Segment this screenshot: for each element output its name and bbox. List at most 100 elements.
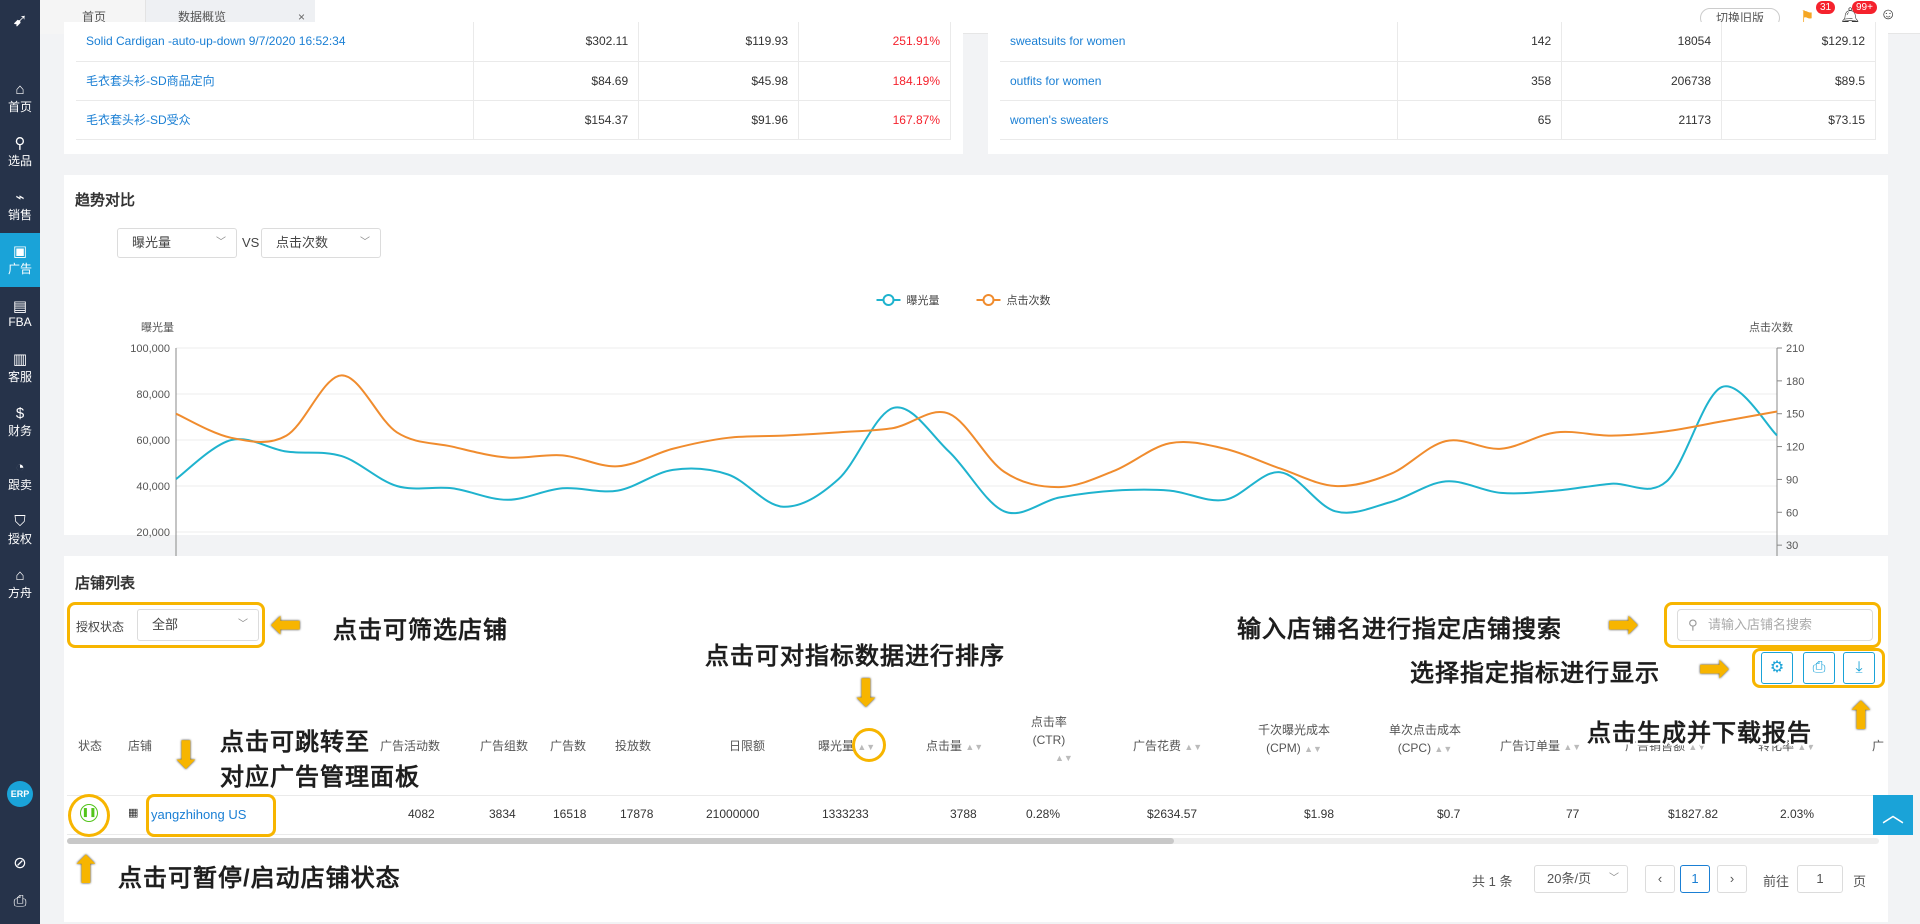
sidebar-item-home[interactable]: ⌂ 首页 <box>0 71 40 125</box>
sidebar-item-label: 广告 <box>7 261 32 276</box>
th-orders-label: 广告订单量 <box>1500 739 1561 753</box>
annotation-jump-line1: 点击可跳转至 <box>220 729 370 756</box>
download-report-button[interactable]: ⤓ <box>1843 652 1875 684</box>
row-name-link[interactable]: outfits for women <box>1000 61 1399 101</box>
sidebar-item-label: 首页 <box>7 99 32 114</box>
store-link[interactable]: yangzhihong US <box>151 807 246 822</box>
row-name-link[interactable]: women's sweaters <box>1000 100 1399 140</box>
th-status: 状态 <box>78 739 103 753</box>
th-budget[interactable]: 日限额 <box>729 739 766 753</box>
ad-icon: ▣ <box>12 242 28 260</box>
row-name-link[interactable]: 毛衣套头衫-SD商品定向 <box>76 61 475 101</box>
auth-status-value: 全部 <box>152 617 179 632</box>
th-targets[interactable]: 投放数 <box>615 739 652 753</box>
th-ctr[interactable]: 点击率 (CTR) ▲▼ <box>1025 713 1073 767</box>
sort-icon[interactable]: ▲▼ <box>1304 744 1322 754</box>
y-right-tick-label: 30 <box>1786 540 1798 552</box>
row-name-link[interactable]: 毛衣套头衫-SD受众 <box>76 100 475 140</box>
annotation-filter: 点击可筛选店铺 <box>333 617 508 644</box>
cell-impressions: 1333233 <box>822 807 869 821</box>
erp-badge[interactable]: ERP <box>7 781 33 807</box>
sidebar-item-label: 选品 <box>7 153 32 168</box>
row-name-link[interactable]: Solid Cardigan -auto-up-down 9/7/2020 16… <box>76 22 475 62</box>
row-value-b: 18054 <box>1561 22 1723 62</box>
user-icon[interactable]: ☺ <box>1880 6 1897 23</box>
cell-sales: $1827.82 <box>1668 807 1719 821</box>
sidebar-item-finance[interactable]: $ 财务 <box>0 395 40 449</box>
highlight-filter <box>67 602 265 648</box>
sort-icon[interactable]: ▲▼ <box>1688 742 1707 752</box>
sort-icon[interactable]: ▲▼ <box>1055 753 1073 763</box>
th-cpm[interactable]: 千次曝光成本 (CPM) ▲▼ <box>1258 721 1330 758</box>
sidebar-item-sales[interactable]: ⌁ 销售 <box>0 179 40 233</box>
page-number-button[interactable]: 1 <box>1680 865 1710 893</box>
series-line-1 <box>175 374 1778 489</box>
metric-select-2[interactable]: 点击次数 ﹀ <box>261 228 381 258</box>
back-to-top-button[interactable]: ︿ <box>1873 795 1913 835</box>
flag-badge: 31 <box>1816 1 1836 14</box>
th-cpm-line2: (CPM) ▲▼ <box>1266 741 1322 755</box>
sidebar-item-follow[interactable]: ◔ 跟卖 <box>0 449 40 503</box>
print-icon: ⎙ <box>1812 659 1826 676</box>
sidebar-item-fba[interactable]: ▤ FBA <box>0 287 40 341</box>
sidebar-item-label: 财务 <box>7 423 32 438</box>
th-cpc[interactable]: 单次点击成本 (CPC) ▲▼ <box>1389 721 1461 758</box>
row-value-c: $73.15 <box>1721 100 1876 140</box>
flag-icon[interactable]: ⚑ <box>1800 9 1815 26</box>
sidebar-item-auth[interactable]: ⛉ 授权 <box>0 503 40 557</box>
th-cpc-line2: (CPC) ▲▼ <box>1397 741 1453 755</box>
th-cpm-line1: 千次曝光成本 <box>1258 723 1331 737</box>
table-row: 毛衣套头衫-SD商品定向 $84.69 $45.98 184.19% <box>76 61 951 101</box>
th-ctr-line2: (CTR) <box>1032 733 1066 747</box>
th-groups[interactable]: 广告组数 <box>480 739 529 753</box>
th-clicks[interactable]: 点击量 ▲▼ <box>926 737 983 756</box>
th-ads[interactable]: 广告数 <box>550 739 587 753</box>
goto-page-input[interactable]: 1 <box>1797 865 1843 893</box>
chevron-up-icon: ︿ <box>1881 802 1904 827</box>
highlight-store-link <box>146 794 276 837</box>
sort-icon[interactable]: ▲▼ <box>1184 742 1203 752</box>
gift-icon[interactable]: ⎙ <box>13 893 27 910</box>
th-cvr[interactable]: 转化率 ▲▼ <box>1758 737 1815 756</box>
y-right-tick-label: 120 <box>1786 442 1804 454</box>
column-settings-button[interactable]: ⚙ <box>1761 652 1793 684</box>
th-sales-label: 广告销售额 <box>1625 739 1686 753</box>
arrow-left-icon: ⬅ <box>270 604 302 646</box>
auth-status-select[interactable]: 全部 ﹀ <box>137 609 259 641</box>
sidebar-item-label: 方舟 <box>7 585 32 600</box>
annotation-jump-line2: 对应广告管理面板 <box>220 764 420 791</box>
cell-budget: 21000000 <box>706 807 760 821</box>
table-row: women's sweaters 65 21173 $73.15 <box>1000 100 1876 140</box>
close-icon[interactable]: × <box>297 10 305 24</box>
store-search-input[interactable]: ⚲ 请输入店铺名搜索 <box>1677 609 1873 641</box>
search-icon: ⚲ <box>14 134 26 152</box>
row-value-a: $154.37 <box>473 100 640 140</box>
print-report-button[interactable]: ⎙ <box>1803 652 1835 684</box>
y-right-tick-label: 150 <box>1786 409 1804 421</box>
sidebar-item-ads[interactable]: ▣ 广告 <box>0 233 40 287</box>
row-name-link[interactable]: sweatsuits for women <box>1000 22 1399 62</box>
th-cvr-label: 转化率 <box>1758 739 1795 753</box>
sidebar-item-service[interactable]: ▥ 客服 <box>0 341 40 395</box>
th-sales[interactable]: 广告销售额 ▲▼ <box>1625 737 1706 756</box>
sort-icon[interactable]: ▲▼ <box>1563 742 1582 752</box>
page-size-select[interactable]: 20条/页 ﹀ <box>1534 865 1628 893</box>
sidebar-item-selection[interactable]: ⚲ 选品 <box>0 125 40 179</box>
row-value-a: 142 <box>1397 22 1563 62</box>
help-icon[interactable]: ⊘ <box>13 855 27 872</box>
sort-icon[interactable]: ▲▼ <box>965 742 984 752</box>
prev-page-button[interactable]: ‹ <box>1645 865 1675 893</box>
th-spend[interactable]: 广告花费 ▲▼ <box>1133 737 1202 756</box>
sort-icon[interactable]: ▲▼ <box>1797 742 1816 752</box>
cell-cpc: $0.7 <box>1437 807 1461 821</box>
th-campaigns[interactable]: 广告活动数 <box>380 739 441 753</box>
page-size-value: 20条/页 <box>1547 871 1592 886</box>
metric-select-1[interactable]: 曝光量 ﹀ <box>117 228 237 258</box>
horizontal-scrollbar[interactable] <box>67 838 1174 844</box>
annotation-pause: 点击可暂停/启动店铺状态 <box>118 865 401 892</box>
sidebar-item-ark[interactable]: ⌂ 方舟 <box>0 557 40 611</box>
y-right-tick-label: 90 <box>1786 474 1798 486</box>
th-orders[interactable]: 广告订单量 ▲▼ <box>1500 737 1581 756</box>
sort-icon[interactable]: ▲▼ <box>1434 744 1453 754</box>
next-page-button[interactable]: › <box>1717 865 1747 893</box>
